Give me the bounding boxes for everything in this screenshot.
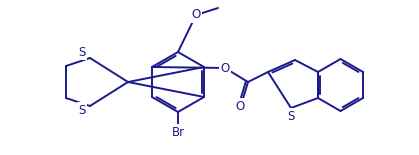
Text: O: O [235,100,245,113]
Text: S: S [78,46,86,58]
Text: S: S [78,104,86,117]
Text: O: O [191,9,201,22]
Text: S: S [287,109,295,122]
Text: Br: Br [171,126,184,139]
Text: O: O [220,62,230,75]
